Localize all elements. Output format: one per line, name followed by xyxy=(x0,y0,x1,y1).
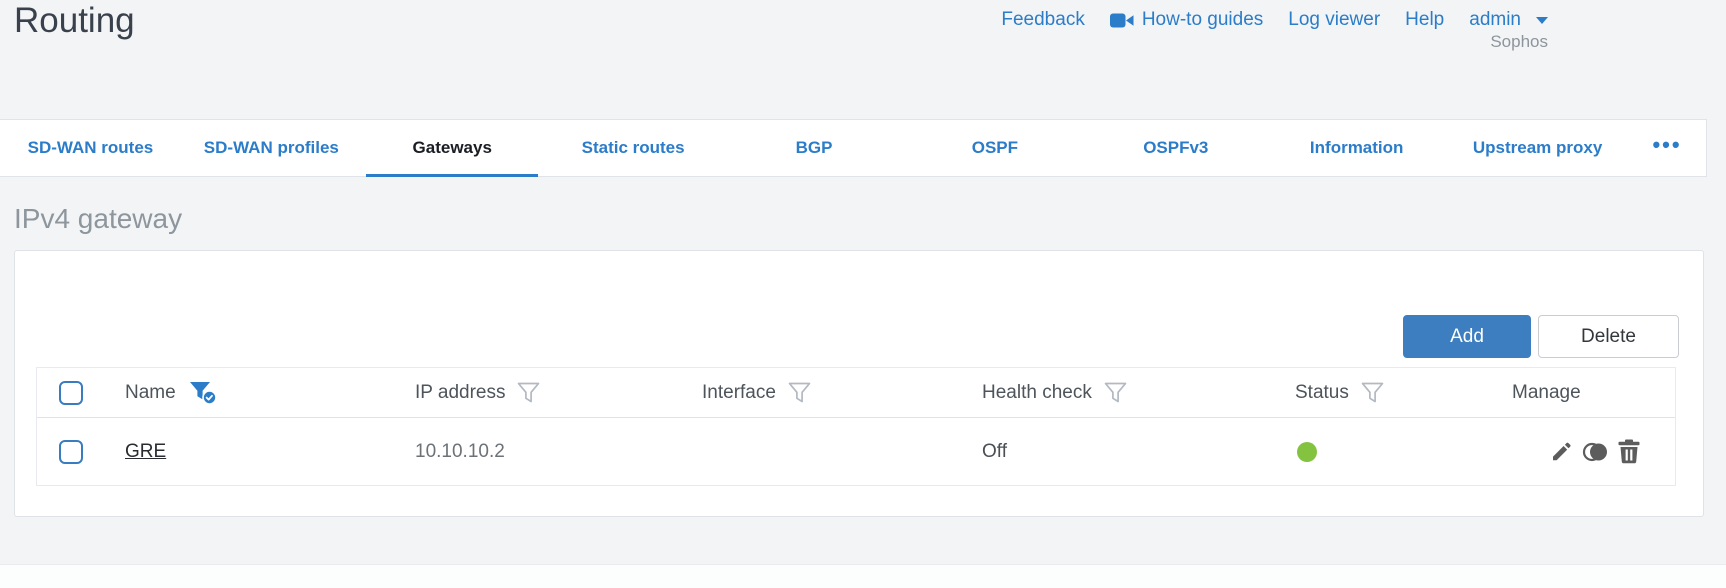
tab-sd-wan-routes[interactable]: SD-WAN routes xyxy=(27,138,154,157)
user-menu[interactable]: admin xyxy=(1469,9,1548,31)
gateway-name-link[interactable]: GRE xyxy=(125,440,167,462)
top-nav: Feedback How-to guides Log viewer Help a… xyxy=(1001,9,1548,31)
delete-button[interactable]: Delete xyxy=(1538,315,1679,358)
tab-sd-wan-profiles[interactable]: SD-WAN profiles xyxy=(203,138,339,157)
page-title: Routing xyxy=(14,1,135,40)
how-to-guides-link[interactable]: How-to guides xyxy=(1109,9,1264,31)
column-header-manage: Manage xyxy=(1512,381,1581,403)
select-all-checkbox[interactable] xyxy=(59,380,83,405)
edit-pencil-icon[interactable] xyxy=(1549,439,1574,464)
filter-funnel-icon[interactable] xyxy=(788,382,811,404)
log-viewer-label: Log viewer xyxy=(1288,9,1381,30)
gateway-table: Name IP address Interfac xyxy=(36,367,1676,486)
more-tabs-icon[interactable]: ••• xyxy=(1652,132,1682,157)
how-to-guides-label: How-to guides xyxy=(1141,9,1264,30)
add-button[interactable]: Add xyxy=(1403,315,1531,358)
column-header-interface: Interface xyxy=(702,381,776,403)
help-link[interactable]: Help xyxy=(1405,9,1444,31)
column-header-health-check: Health check xyxy=(982,381,1092,403)
tab-upstream-proxy[interactable]: Upstream proxy xyxy=(1472,138,1603,157)
gateway-ip: 10.10.10.2 xyxy=(415,440,505,462)
tab-bgp[interactable]: BGP xyxy=(795,138,833,157)
tab-ospf[interactable]: OSPF xyxy=(971,138,1019,157)
filter-funnel-icon[interactable] xyxy=(517,382,540,404)
bottom-strip xyxy=(0,564,1726,588)
column-header-name: Name xyxy=(125,381,176,403)
video-camera-icon xyxy=(1109,12,1134,29)
log-viewer-link[interactable]: Log viewer xyxy=(1288,9,1380,31)
filter-funnel-icon[interactable] xyxy=(1361,382,1384,404)
brand-label: Sophos xyxy=(1490,32,1548,51)
tab-gateways[interactable]: Gateways xyxy=(362,120,543,176)
column-header-ip-address: IP address xyxy=(415,381,506,403)
user-name: admin xyxy=(1469,9,1521,30)
help-label: Help xyxy=(1405,9,1445,30)
section-title: IPv4 gateway xyxy=(14,203,183,234)
delete-trash-icon[interactable] xyxy=(1617,439,1641,464)
status-dot xyxy=(1297,441,1317,462)
manage-cell xyxy=(1499,439,1675,464)
table-header-row: Name IP address Interfac xyxy=(37,368,1675,418)
gateway-card: Add Delete Name IP address xyxy=(14,250,1704,517)
feedback-link[interactable]: Feedback xyxy=(1001,9,1084,31)
clone-icon[interactable] xyxy=(1582,440,1609,464)
gateway-health-check: Off xyxy=(982,440,1007,462)
tab-bar: SD-WAN routes SD-WAN profiles Gateways S… xyxy=(0,119,1707,177)
tab-ospfv3[interactable]: OSPFv3 xyxy=(1143,138,1209,157)
chevron-down-icon xyxy=(1536,16,1548,24)
feedback-label: Feedback xyxy=(1001,9,1085,30)
tab-static-routes[interactable]: Static routes xyxy=(581,138,685,157)
filter-funnel-active-icon[interactable] xyxy=(188,380,218,405)
filter-funnel-icon[interactable] xyxy=(1104,382,1127,404)
row-checkbox[interactable] xyxy=(59,439,83,464)
column-header-status: Status xyxy=(1295,381,1349,403)
tab-information[interactable]: Information xyxy=(1309,138,1404,157)
table-row: GRE 10.10.10.2 Off xyxy=(37,418,1675,485)
